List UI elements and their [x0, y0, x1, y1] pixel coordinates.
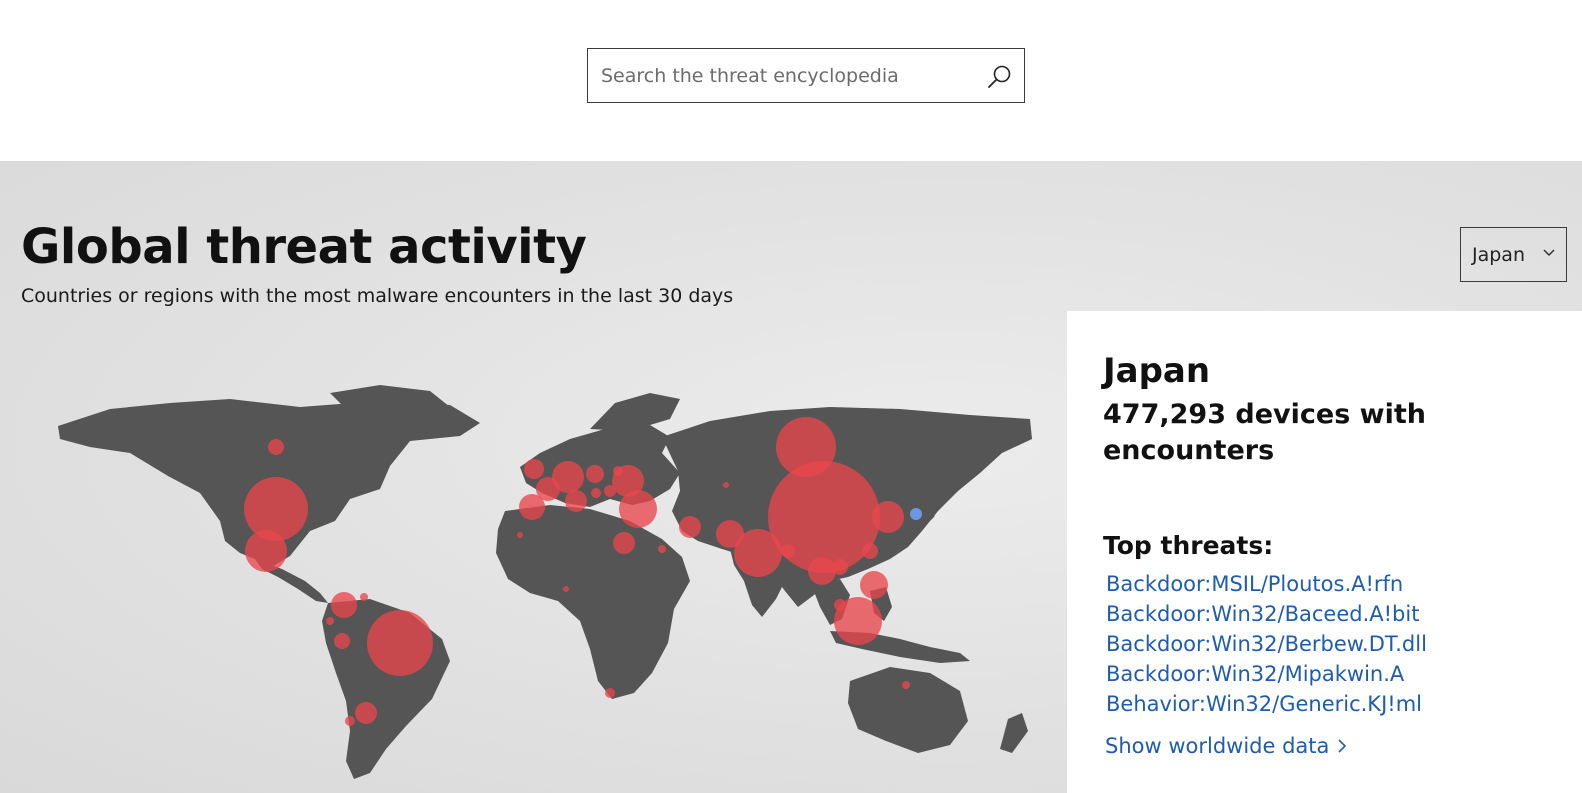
- threat-bubble: [723, 482, 729, 488]
- threat-link[interactable]: Backdoor:Win32/Berbew.DT.dll: [1106, 632, 1427, 656]
- region-dropdown[interactable]: Japan: [1460, 227, 1567, 282]
- australia-shape: [848, 667, 968, 753]
- search-icon[interactable]: [986, 64, 1012, 90]
- threat-bubble: [619, 490, 657, 528]
- top-threats-heading: Top threats:: [1103, 531, 1274, 560]
- threat-bubble: [586, 465, 604, 483]
- threat-bubble: [334, 633, 350, 649]
- threat-bubble: [832, 559, 848, 575]
- threat-bubble: [519, 494, 545, 520]
- threat-link[interactable]: Backdoor:Win32/Mipakwin.A: [1106, 662, 1405, 686]
- section-subtitle: Countries or regions with the most malwa…: [21, 285, 734, 307]
- threat-bubble: [679, 516, 701, 538]
- threat-bubble: [734, 529, 782, 577]
- threat-bubble: [808, 557, 836, 585]
- threat-bubble: [331, 592, 357, 618]
- new-zealand-shape: [1000, 713, 1028, 753]
- search-input[interactable]: [601, 50, 981, 101]
- threat-bubble: [613, 466, 623, 476]
- threat-link[interactable]: Backdoor:Win32/Baceed.A!bit: [1106, 602, 1420, 626]
- threat-bubble: [716, 520, 744, 548]
- threat-bubble: [604, 485, 616, 497]
- threat-item: Backdoor:Win32/Mipakwin.A: [1106, 659, 1427, 689]
- threat-bubble: [862, 543, 878, 559]
- show-worldwide-label: Show worldwide data: [1105, 734, 1330, 758]
- threat-bubble: [524, 459, 544, 479]
- threat-bubble: [565, 490, 587, 512]
- search-box[interactable]: [587, 48, 1025, 103]
- threat-bubble: [326, 617, 334, 625]
- threat-bubble: [245, 530, 287, 572]
- threat-item: Behavior:Win32/Generic.KJ!ml: [1106, 689, 1427, 719]
- show-worldwide-link[interactable]: Show worldwide data: [1105, 734, 1347, 758]
- threat-bubble: [768, 461, 880, 573]
- threat-bubble: [605, 688, 615, 698]
- threat-bubble: [355, 702, 377, 724]
- selected-country-bubble: [910, 508, 922, 520]
- japan-shape: [916, 473, 942, 529]
- threat-item: Backdoor:Win32/Berbew.DT.dll: [1106, 629, 1427, 659]
- threat-bubble: [367, 610, 433, 676]
- chevron-right-icon: [1338, 739, 1347, 753]
- scandinavia-shape: [590, 393, 680, 431]
- threat-bubble: [552, 461, 584, 493]
- threat-bubble: [563, 586, 569, 592]
- device-count: 477,293 devices with encounters: [1103, 399, 1426, 466]
- threat-bubble: [613, 532, 635, 554]
- africa-shape: [496, 505, 690, 699]
- threat-bubble: [360, 593, 368, 601]
- threat-bubble: [658, 545, 666, 553]
- threat-item: Backdoor:MSIL/Ploutos.A!rfn: [1106, 569, 1427, 599]
- threat-activity-section: Global threat activity Countries or regi…: [0, 161, 1582, 793]
- threat-bubble: [591, 488, 601, 498]
- threat-bubble: [860, 571, 888, 599]
- section-title: Global threat activity: [21, 219, 587, 275]
- threat-bubble: [834, 599, 846, 611]
- top-bar: [0, 0, 1582, 161]
- world-threat-map: [58, 385, 1032, 779]
- threat-bubble: [872, 501, 904, 533]
- threat-bubbles: [244, 417, 910, 726]
- country-name: Japan: [1103, 351, 1211, 391]
- threat-link[interactable]: Behavior:Win32/Generic.KJ!ml: [1106, 692, 1422, 716]
- threat-bubble: [244, 477, 308, 541]
- threat-bubble: [345, 716, 355, 726]
- threat-item: Backdoor:Win32/Baceed.A!bit: [1106, 599, 1427, 629]
- country-details-panel: Japan 477,293 devices with encounters To…: [1067, 311, 1582, 793]
- threat-link[interactable]: Backdoor:MSIL/Ploutos.A!rfn: [1106, 572, 1404, 596]
- threat-bubble: [902, 681, 910, 689]
- region-dropdown-value: Japan: [1472, 243, 1525, 266]
- greenland-shape: [330, 385, 450, 443]
- top-threats-list: Backdoor:MSIL/Ploutos.A!rfn Backdoor:Win…: [1106, 569, 1427, 719]
- chevron-down-icon: [1543, 249, 1555, 257]
- threat-bubble: [834, 597, 882, 645]
- threat-bubble: [517, 532, 523, 538]
- threat-bubble: [268, 439, 284, 455]
